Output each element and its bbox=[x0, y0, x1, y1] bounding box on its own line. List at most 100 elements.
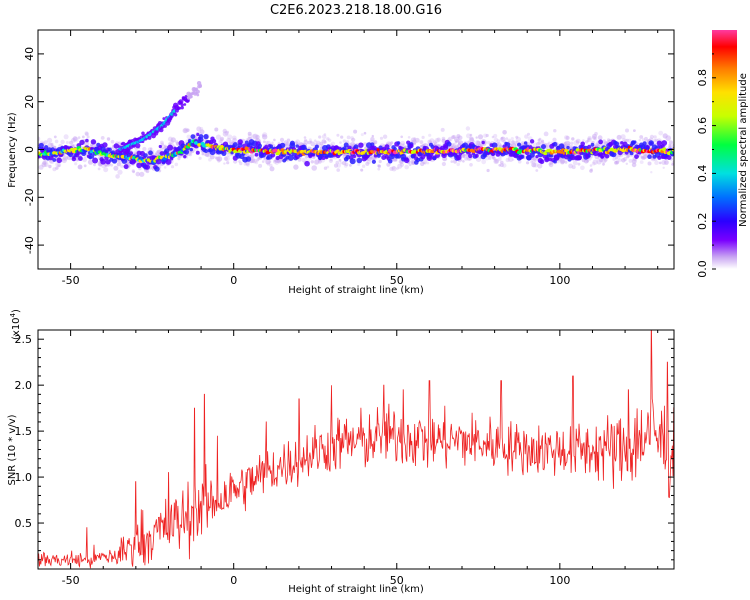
spectral-cell bbox=[654, 160, 659, 165]
colorbar-tick-label: 0.6 bbox=[696, 117, 709, 135]
spectral-cell bbox=[47, 137, 53, 143]
spectral-cell bbox=[511, 140, 515, 144]
spectral-cell bbox=[497, 157, 502, 162]
spectral-cell bbox=[469, 163, 473, 167]
spectral-cell bbox=[323, 133, 327, 136]
spectral-cell bbox=[539, 159, 545, 165]
spectral-cell bbox=[476, 140, 481, 145]
spectral-cell bbox=[377, 164, 381, 168]
spectral-cell bbox=[339, 161, 343, 165]
spectral-cell bbox=[309, 140, 313, 143]
spectral-cell bbox=[263, 157, 267, 161]
spectral-cell bbox=[110, 163, 114, 167]
spectral-cell bbox=[540, 139, 545, 143]
spectral-cell bbox=[532, 157, 538, 162]
spectral-cell bbox=[582, 139, 585, 142]
spectral-cell bbox=[141, 131, 145, 136]
spectral-cell bbox=[163, 166, 167, 169]
spectral-cell bbox=[154, 166, 160, 172]
spectral-cell bbox=[215, 134, 222, 140]
spectral-cell bbox=[334, 145, 339, 150]
spectral-cell bbox=[656, 140, 662, 146]
spectral-cell bbox=[537, 138, 541, 142]
spectral-cell bbox=[180, 106, 184, 110]
colorbar-tick-label: 0.0 bbox=[696, 260, 709, 278]
spectral-cell bbox=[666, 155, 672, 161]
spectral-cell bbox=[469, 133, 473, 137]
spectral-cell bbox=[271, 141, 274, 144]
spectral-cell bbox=[391, 165, 396, 170]
spectral-cell bbox=[239, 161, 243, 166]
spectral-cell bbox=[132, 170, 135, 174]
spectral-cell bbox=[537, 163, 543, 169]
spectral-cell bbox=[190, 134, 196, 140]
spectral-cell bbox=[662, 166, 665, 169]
spectral-cell bbox=[492, 156, 496, 160]
spectral-cell bbox=[295, 139, 301, 145]
spectral-cell bbox=[321, 156, 326, 160]
spectral-cell bbox=[226, 130, 229, 134]
spectral-cell bbox=[591, 161, 596, 166]
spectral-cell bbox=[336, 163, 341, 168]
spectral-cell bbox=[270, 153, 276, 158]
spectral-cell bbox=[655, 138, 659, 142]
spectral-cell bbox=[507, 156, 514, 162]
spectral-cell bbox=[106, 137, 111, 141]
spectral-cell bbox=[623, 156, 628, 162]
spectral-cell bbox=[498, 144, 503, 148]
spectral-cell bbox=[391, 166, 397, 172]
spectral-cell bbox=[531, 162, 537, 168]
snr-series-line bbox=[38, 330, 674, 569]
spectral-cell bbox=[63, 134, 69, 140]
spectral-cell bbox=[149, 147, 153, 150]
spectral-cell bbox=[485, 133, 489, 138]
spectral-cell bbox=[309, 138, 312, 142]
spectrogram-ylabel: Frequency (Hz) bbox=[7, 112, 18, 188]
spectral-cell bbox=[465, 156, 469, 160]
spectral-cell bbox=[585, 140, 589, 144]
spectral-cell bbox=[100, 136, 105, 140]
spectral-cell bbox=[269, 163, 273, 168]
spectral-cell bbox=[409, 143, 414, 149]
spectral-cell bbox=[105, 159, 111, 165]
spectral-cell bbox=[399, 162, 404, 167]
spectral-cell bbox=[515, 136, 522, 142]
spectral-cell bbox=[566, 145, 570, 150]
spectral-cell bbox=[627, 138, 632, 143]
spectral-cell bbox=[649, 134, 655, 139]
spectral-cell bbox=[56, 157, 62, 164]
spectral-cell bbox=[129, 151, 133, 156]
spectral-cell bbox=[396, 141, 401, 145]
spectral-cell bbox=[352, 154, 357, 159]
spectral-cell bbox=[222, 131, 229, 137]
spectral-cell bbox=[353, 129, 358, 134]
spectral-cell bbox=[517, 159, 522, 164]
spectral-cell bbox=[104, 164, 108, 168]
spectral-cell bbox=[604, 154, 610, 159]
spectral-cell bbox=[614, 141, 620, 146]
spectral-cell bbox=[71, 143, 75, 146]
spectral-cell bbox=[624, 150, 629, 155]
spectral-cell bbox=[230, 151, 234, 155]
x-tick-label: 50 bbox=[390, 274, 404, 287]
spectral-cell bbox=[648, 140, 654, 146]
spectral-cell bbox=[195, 150, 200, 155]
spectral-cell bbox=[73, 137, 79, 143]
spectral-cell bbox=[277, 159, 281, 163]
spectral-cell bbox=[326, 165, 330, 169]
spectral-cell bbox=[232, 135, 237, 141]
spectral-cell bbox=[389, 166, 394, 171]
spectral-cell bbox=[89, 154, 95, 159]
spectral-cell bbox=[653, 135, 657, 139]
spectral-cell bbox=[507, 138, 512, 143]
x-tick-label: 0 bbox=[230, 574, 237, 587]
spectral-cell bbox=[413, 153, 417, 157]
spectral-cell bbox=[452, 143, 456, 146]
spectral-cell bbox=[119, 161, 123, 165]
spectral-cell bbox=[426, 161, 430, 165]
spectral-cell bbox=[424, 162, 427, 165]
spectral-cell bbox=[481, 140, 485, 145]
spectral-cell bbox=[176, 142, 180, 146]
spectral-cell bbox=[107, 147, 112, 152]
